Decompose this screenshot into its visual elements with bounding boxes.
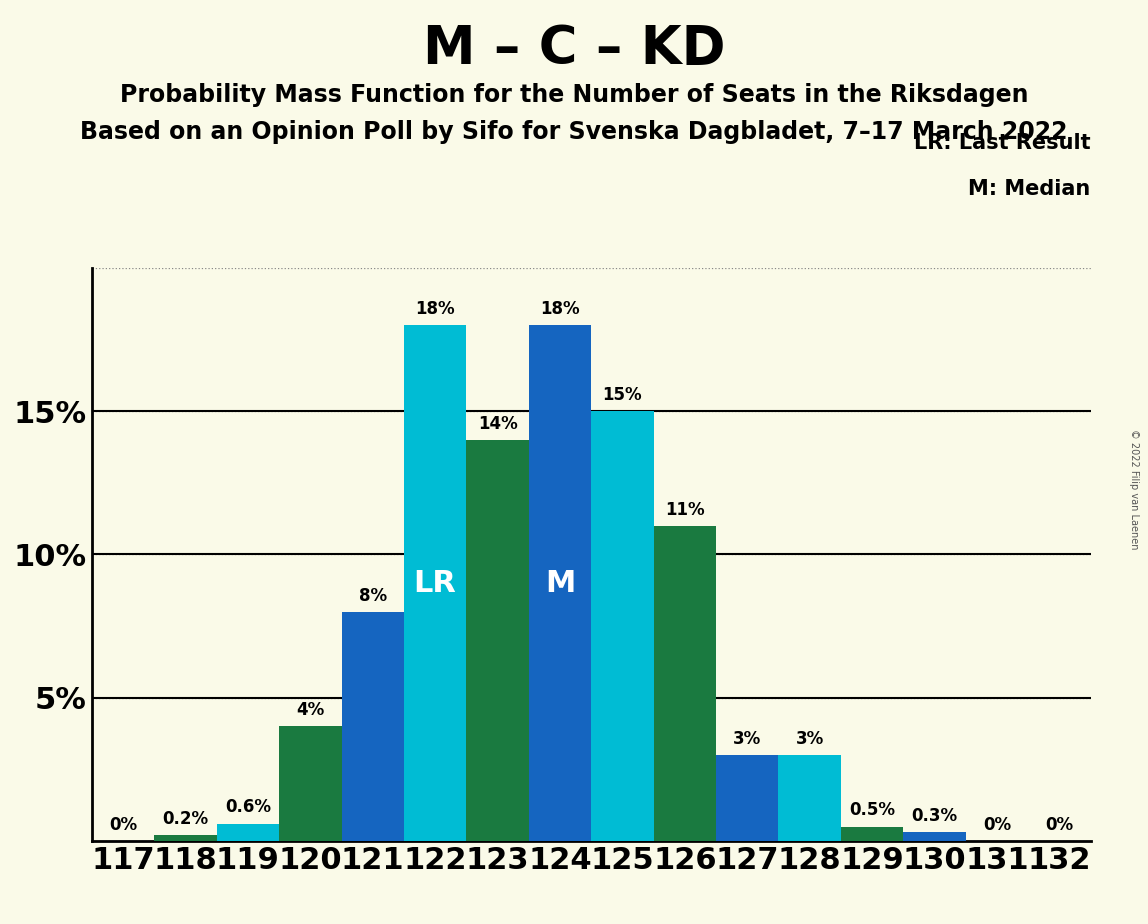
Text: 0.6%: 0.6%: [225, 798, 271, 817]
Bar: [529, 325, 591, 841]
Text: 0%: 0%: [983, 816, 1011, 833]
Text: M: Median: M: Median: [969, 179, 1091, 200]
Text: 0.3%: 0.3%: [912, 807, 957, 825]
Bar: [217, 823, 279, 841]
Bar: [404, 325, 466, 841]
Bar: [279, 726, 342, 841]
Text: 0.5%: 0.5%: [850, 801, 895, 820]
Text: M – C – KD: M – C – KD: [422, 23, 726, 75]
Text: 18%: 18%: [416, 300, 455, 318]
Text: 8%: 8%: [358, 587, 387, 604]
Text: 3%: 3%: [796, 730, 824, 748]
Text: 11%: 11%: [665, 501, 705, 518]
Text: 15%: 15%: [603, 386, 642, 404]
Bar: [591, 411, 653, 841]
Bar: [154, 835, 217, 841]
Bar: [466, 440, 529, 841]
Text: © 2022 Filip van Laenen: © 2022 Filip van Laenen: [1130, 430, 1139, 550]
Bar: [653, 526, 716, 841]
Text: Based on an Opinion Poll by Sifo for Svenska Dagbladet, 7–17 March 2022: Based on an Opinion Poll by Sifo for Sve…: [80, 120, 1068, 144]
Bar: [716, 755, 778, 841]
Text: LR: Last Result: LR: Last Result: [914, 133, 1091, 153]
Text: Probability Mass Function for the Number of Seats in the Riksdagen: Probability Mass Function for the Number…: [119, 83, 1029, 107]
Text: 18%: 18%: [541, 300, 580, 318]
Bar: [342, 612, 404, 841]
Bar: [778, 755, 840, 841]
Text: 4%: 4%: [296, 701, 325, 719]
Text: 0.2%: 0.2%: [162, 810, 209, 828]
Text: LR: LR: [413, 568, 457, 598]
Bar: [840, 826, 903, 841]
Text: 0%: 0%: [109, 816, 137, 833]
Text: 14%: 14%: [478, 415, 518, 432]
Bar: [903, 833, 965, 841]
Text: 3%: 3%: [734, 730, 761, 748]
Text: M: M: [545, 568, 575, 598]
Text: 0%: 0%: [1046, 816, 1073, 833]
